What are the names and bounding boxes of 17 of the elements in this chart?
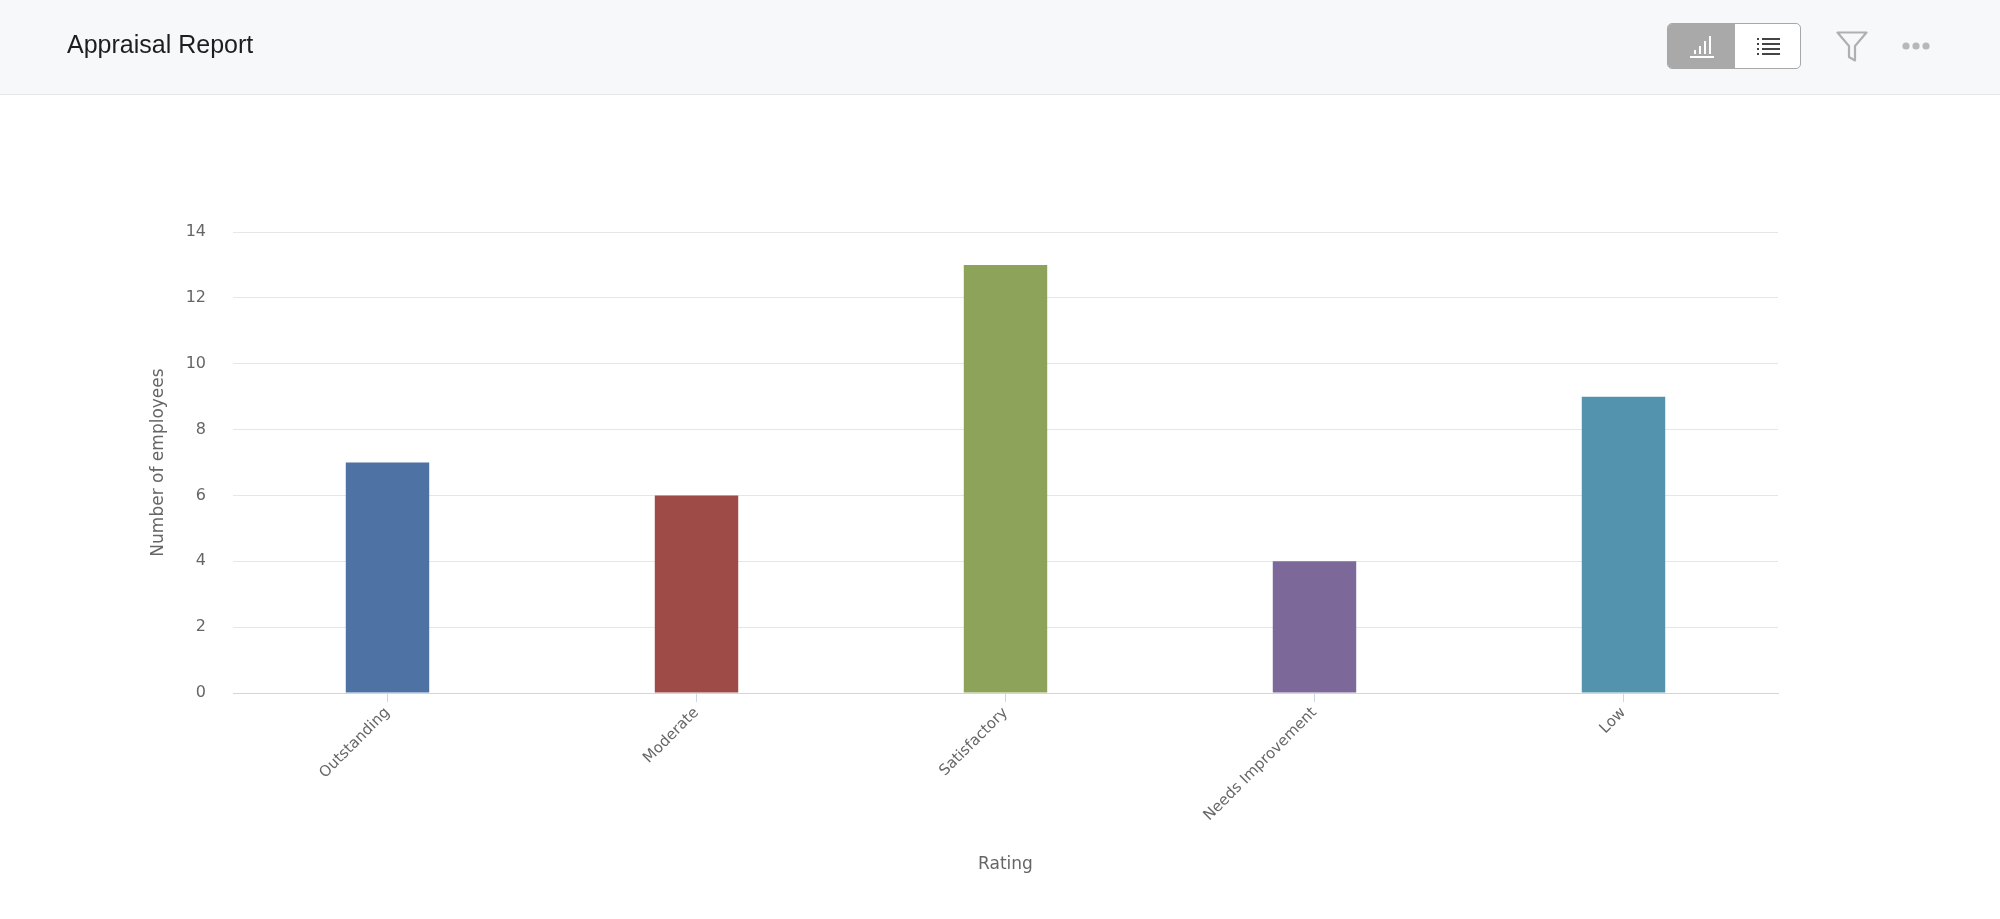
y-tick-label: 14 [185,221,206,241]
bar [654,495,739,693]
y-tick-label: 2 [195,616,206,636]
bar [1272,561,1357,693]
y-tick-label: 0 [195,682,206,702]
y-tick-label: 8 [195,418,206,438]
bar [963,264,1048,693]
bar [345,462,430,693]
x-axis-title: Rating [978,853,1033,874]
y-tick-label: 12 [185,287,206,307]
bar [1581,396,1666,693]
y-tick-label: 6 [195,484,206,504]
chart-title: Appraisal Report [67,29,254,60]
y-tick-label: 4 [195,550,206,570]
x-tick-label: Low [1595,703,1630,737]
y-axis-title: Number of employees [146,368,167,557]
y-tick-label: 10 [185,352,206,372]
